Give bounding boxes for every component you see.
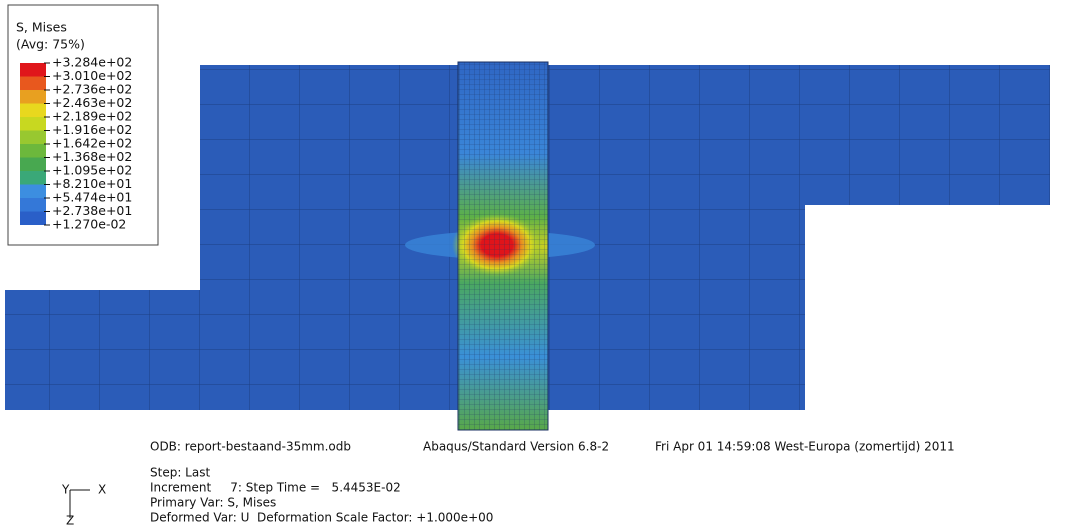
legend-avg: (Avg: 75%) — [16, 37, 85, 52]
deformed-var: Deformed Var: U Deformation Scale Factor… — [150, 511, 493, 525]
legend-swatch — [20, 77, 46, 91]
step: Step: Last — [150, 466, 210, 480]
viewport: S, Mises (Avg: 75%) +3.284e+02+3.010e+02… — [0, 0, 1078, 532]
bottom-plate — [5, 290, 805, 410]
triad-x: X — [98, 483, 106, 497]
legend-swatch — [20, 212, 46, 226]
primary-var: Primary Var: S, Mises — [150, 496, 276, 510]
version: Abaqus/Standard Version 6.8-2 — [423, 440, 609, 454]
legend-swatch — [20, 90, 46, 104]
increment: Increment 7: Step Time = 5.4453E-02 — [150, 481, 401, 495]
legend-scale: +3.284e+02+3.010e+02+2.736e+02+2.463e+02… — [20, 55, 132, 232]
top-plate — [200, 65, 1050, 205]
legend-swatch — [20, 198, 46, 212]
legend-swatch — [20, 63, 46, 77]
info: ODB: report-bestaand-35mm.odb Abaqus/Sta… — [150, 440, 955, 525]
legend-swatch — [20, 104, 46, 118]
legend-swatch — [20, 144, 46, 158]
legend: S, Mises (Avg: 75%) +3.284e+02+3.010e+02… — [8, 5, 158, 245]
legend-swatch — [20, 158, 46, 172]
date: Fri Apr 01 14:59:08 West-Europa (zomerti… — [655, 440, 955, 454]
mesh — [5, 62, 1050, 430]
odb-name: ODB: report-bestaand-35mm.odb — [150, 440, 351, 454]
legend-swatch — [20, 171, 46, 185]
triad-y: Y — [61, 483, 70, 497]
legend-swatch — [20, 117, 46, 131]
triad: Y X Z — [61, 483, 106, 528]
legend-swatch — [20, 185, 46, 199]
bolt-mesh — [458, 62, 548, 430]
legend-swatch — [20, 131, 46, 145]
triad-z: Z — [66, 514, 74, 528]
legend-title: S, Mises — [16, 20, 67, 35]
legend-label: +1.270e-02 — [52, 217, 126, 232]
